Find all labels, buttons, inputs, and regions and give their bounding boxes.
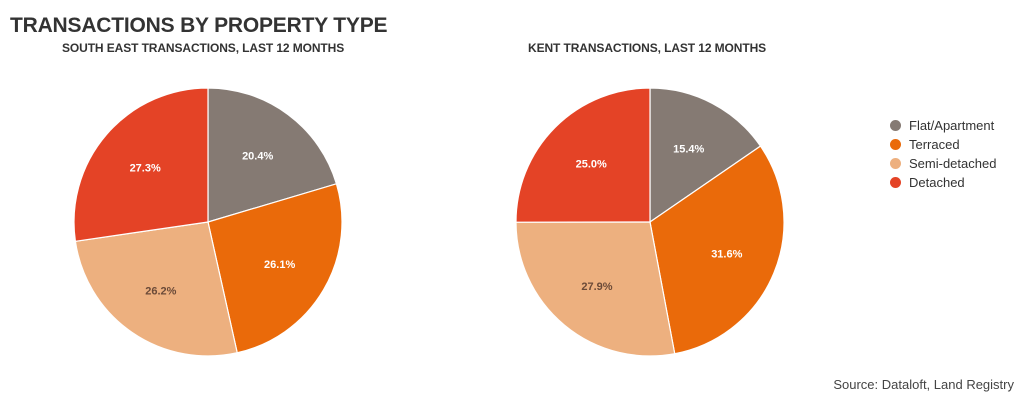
- pie-slice-terraced[interactable]: [207, 183, 343, 354]
- legend-label: Terraced: [909, 137, 960, 152]
- legend-label: Semi-detached: [909, 156, 997, 171]
- slice-label-semi-detached: 27.9%: [581, 281, 612, 293]
- page-title: TRANSACTIONS BY PROPERTY TYPE: [10, 14, 388, 37]
- legend-item-detached[interactable]: Detached: [890, 173, 996, 192]
- pie-chart-south-east: 20.4% 26.1% 26.2% 27.3%: [73, 87, 343, 357]
- slice-label-flat-apartment: 15.4%: [673, 143, 704, 155]
- slice-label-detached: 27.3%: [130, 163, 161, 175]
- legend-swatch: [890, 177, 901, 188]
- slice-label-terraced: 26.1%: [264, 259, 295, 271]
- slice-label-semi-detached: 26.2%: [145, 285, 176, 297]
- pie-slice-terraced[interactable]: [649, 145, 785, 355]
- legend-item-terraced[interactable]: Terraced: [890, 135, 996, 154]
- legend-swatch: [890, 139, 901, 150]
- pie-slice-flat-apartment[interactable]: [649, 87, 762, 224]
- pie-chart-kent: 15.4% 31.6% 27.9% 25.0%: [515, 87, 785, 357]
- slice-label-flat-apartment: 20.4%: [242, 150, 273, 162]
- pie-slice-semi-detached[interactable]: [74, 221, 238, 357]
- pie-slice-detached[interactable]: [515, 87, 651, 223]
- pie-slice-semi-detached[interactable]: [515, 221, 676, 357]
- slice-label-detached: 25.0%: [576, 158, 607, 170]
- chart-title-south-east: SOUTH EAST TRANSACTIONS, LAST 12 MONTHS: [62, 41, 345, 55]
- legend-label: Flat/Apartment: [909, 118, 995, 133]
- legend: Flat/Apartment Terraced Semi-detached De…: [890, 116, 996, 192]
- source-note: Source: Dataloft, Land Registry: [833, 377, 1014, 392]
- legend-label: Detached: [909, 175, 965, 190]
- legend-swatch: [890, 120, 901, 131]
- legend-item-semi-detached[interactable]: Semi-detached: [890, 154, 996, 173]
- legend-swatch: [890, 158, 901, 169]
- legend-item-flat-apartment[interactable]: Flat/Apartment: [890, 116, 996, 135]
- pie-slice-flat-apartment[interactable]: [207, 87, 338, 223]
- slice-label-terraced: 31.6%: [711, 249, 742, 261]
- chart-title-kent: KENT TRANSACTIONS, LAST 12 MONTHS: [528, 41, 767, 55]
- pie-slice-detached[interactable]: [73, 87, 209, 242]
